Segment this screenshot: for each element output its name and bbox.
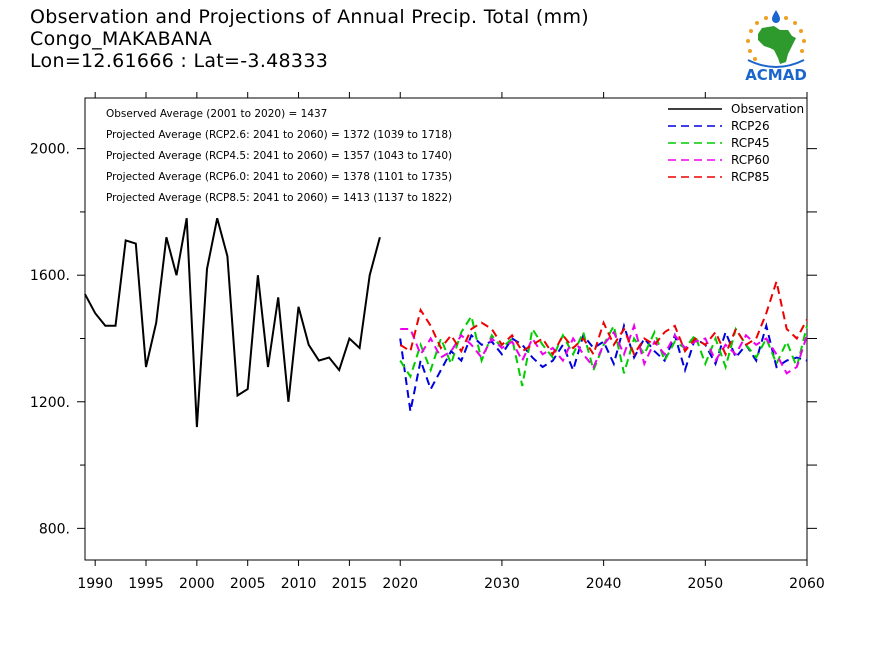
logo-raindrop	[772, 10, 780, 23]
logo-arc	[747, 59, 805, 68]
chart-header: Observation and Projections of Annual Pr…	[30, 6, 589, 72]
logo-ray-ring	[746, 14, 806, 61]
station-name: Congo_MAKABANA	[30, 28, 213, 50]
x-axis: 1990 1995 2000 2005 2010 2015 2020 2030 2040 2050…	[77, 92, 825, 592]
legend-label-observation: Observation	[731, 102, 804, 116]
annotation-layer: Observed Average (2001 to 2020) = 1437 Pr…	[106, 108, 452, 204]
legend-label-rcp60: RCP60	[731, 153, 770, 167]
annotation-line: Projected Average (RCP6.0: 2041 to 2060)…	[106, 171, 452, 183]
series-line-rcp26	[399, 321, 808, 412]
plot-border	[84, 97, 808, 561]
annotation-line: Projected Average (RCP2.6: 2041 to 2060)…	[106, 129, 452, 141]
x-tick-label: 2050	[687, 576, 723, 592]
x-tick-label: 2015	[332, 576, 368, 592]
logo-africa-shape	[758, 26, 796, 64]
x-tick-label: 2005	[230, 576, 266, 592]
africa-logo-icon: ACMAD	[745, 10, 807, 84]
annotation-line: Observed Average (2001 to 2020) = 1437	[106, 108, 327, 120]
x-tick-label: 2020	[382, 576, 418, 592]
annotation-line: Projected Average (RCP8.5: 2041 to 2060)…	[106, 192, 452, 204]
y-tick-label: 1600.	[30, 268, 70, 284]
series-line-observation	[84, 217, 381, 428]
x-tick-label: 2060	[789, 576, 825, 592]
series-line-rcp85	[399, 277, 808, 357]
x-tick-label: 2000	[179, 576, 215, 592]
x-tick-label: 1990	[77, 576, 113, 592]
series-line-rcp60	[400, 322, 808, 375]
legend: Observation RCP26 RCP45 RCP60 RCP85	[668, 102, 804, 184]
y-axis: 800. 1200. 1600. 2000.	[30, 142, 817, 537]
plot-frame	[84, 97, 808, 561]
legend-label-rcp45: RCP45	[731, 136, 770, 150]
station-coordinates: Lon=12.61666 : Lat=-3.48333	[30, 50, 329, 72]
logo-text: ACMAD	[745, 66, 807, 84]
y-tick-label: 1200.	[30, 395, 70, 411]
x-tick-label: 2040	[586, 576, 622, 592]
series-line-rcp45	[399, 313, 808, 387]
chart-title: Observation and Projections of Annual Pr…	[30, 6, 589, 28]
legend-label-rcp85: RCP85	[731, 170, 770, 184]
series-layer	[84, 217, 808, 428]
x-tick-label: 1995	[128, 576, 164, 592]
annotation-line: Projected Average (RCP4.5: 2041 to 2060)…	[106, 150, 452, 162]
x-tick-label: 2030	[484, 576, 520, 592]
y-tick-label: 2000.	[30, 142, 70, 158]
x-tick-label: 2010	[281, 576, 317, 592]
y-tick-label: 800.	[39, 521, 70, 537]
legend-label-rcp26: RCP26	[731, 119, 770, 133]
